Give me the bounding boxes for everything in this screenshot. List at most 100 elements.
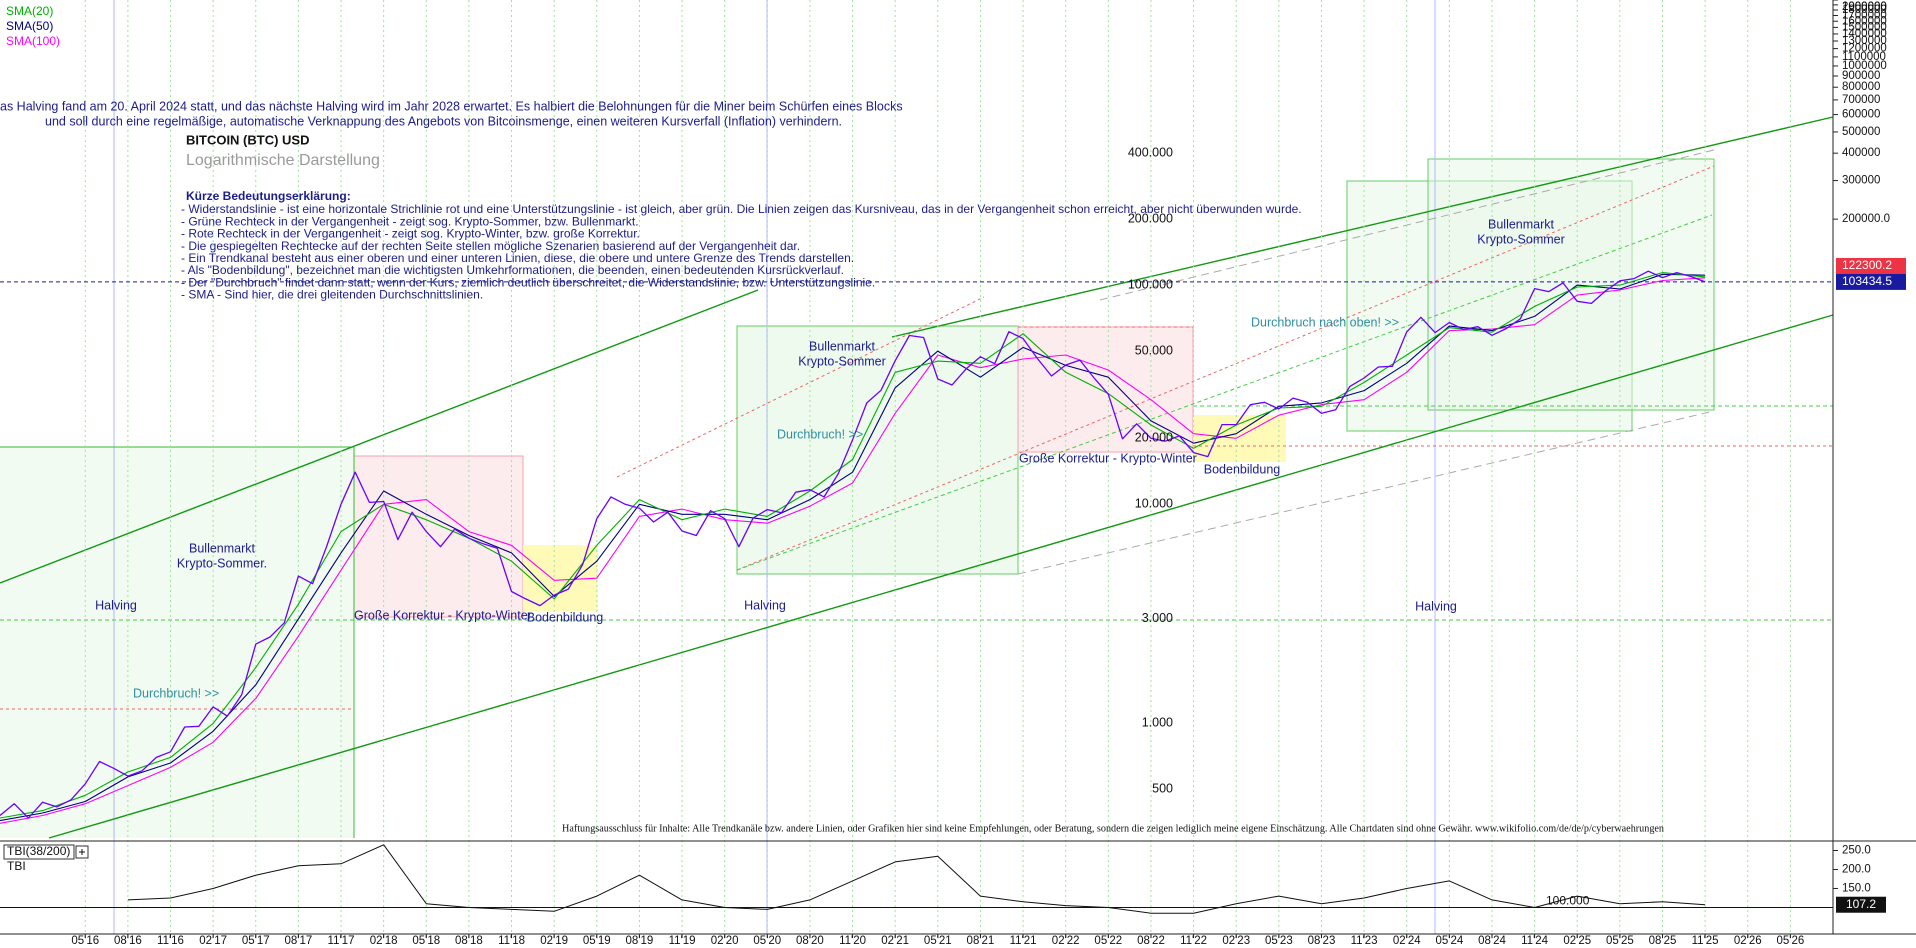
x-tick-label: 08'18: [455, 935, 483, 947]
x-tick-label: 02'21: [881, 935, 909, 947]
y-tick-label: 1600000: [1842, 15, 1887, 27]
bottom-rect: [1193, 415, 1286, 462]
y-tick-label: 500000: [1842, 126, 1880, 138]
indicator-title: TBI(38/200): [7, 844, 70, 858]
level-label: 1.000: [1142, 716, 1173, 730]
y-tick-label: 600000: [1842, 109, 1880, 121]
note-line: - Grüne Rechteck in der Vergangenheit - …: [181, 214, 639, 228]
bear-rect: [353, 455, 524, 618]
y-tick-label: 1800000: [1842, 4, 1887, 16]
x-tick-label: 08'19: [626, 935, 654, 947]
x-tick-label: 02'19: [540, 935, 568, 947]
annotation: Große Korrektur - Krypto-Winter: [1019, 451, 1197, 465]
y-tick-label: 900000: [1842, 70, 1880, 82]
x-tick-label: 05'21: [924, 935, 952, 947]
annotation: Große Korrektur - Krypto-Winter: [354, 608, 532, 622]
x-tick-label: 11'20: [839, 935, 866, 947]
level-label: 500: [1152, 782, 1173, 796]
chart-title: BITCOIN (BTC) USD: [186, 132, 310, 147]
y-tick-label: 1200000: [1842, 43, 1887, 55]
y-tick-label: 1400000: [1842, 28, 1887, 40]
annotation: Durchbruch! >>: [133, 686, 219, 700]
x-tick-label: 08'17: [285, 935, 313, 947]
level-label: 100.000: [1546, 894, 1590, 908]
x-tick-label: 08'21: [967, 935, 995, 947]
chart-subtitle: Logarithmische Darstellung: [186, 152, 380, 169]
level-label: 400.000: [1128, 145, 1173, 159]
note-line: - Als "Bodenbildung", bezeichnet man die…: [181, 263, 844, 277]
series-line: [0, 277, 1706, 824]
series-line: [0, 273, 1706, 822]
annotation: Durchbruch nach oben! >>: [1251, 315, 1399, 329]
x-tick-label: 02'18: [370, 935, 398, 947]
y-tick-label: 1500000: [1842, 21, 1887, 33]
x-tick-label: 11'16: [157, 935, 184, 947]
note-line: - Die gespiegelten Rechtecke auf der rec…: [181, 239, 800, 253]
bull-rect: [736, 325, 1019, 575]
y-tick-label: 800000: [1842, 81, 1880, 93]
x-tick-label: 11'24: [1521, 935, 1549, 947]
y-tick-label: 1900000: [1842, 1, 1887, 13]
x-tick-label: 02'23: [1222, 935, 1250, 947]
note-line: - SMA - Sind hier, die drei gleitenden D…: [181, 288, 483, 302]
value-tag-label: 107.2: [1846, 897, 1876, 911]
notes-title: Kürze Bedeutungserklärung:: [186, 189, 351, 203]
bull-zone: [0, 447, 354, 838]
legend-entry: SMA(20): [6, 4, 53, 18]
series: [0, 270, 1833, 914]
x-tick-label: 05'18: [412, 935, 440, 947]
scenario-line: [736, 214, 1713, 571]
labels: SMA(20) SMA(50) SMA(100) as Halving fand…: [0, 4, 1664, 907]
y-tick-label: 2000000: [1842, 1, 1887, 13]
price-tag-label: 103434.5: [1842, 274, 1892, 288]
x-tick-label: 11'21: [1010, 935, 1037, 947]
indicator-label-box: [3, 844, 75, 860]
x-tick-label: 08'24: [1478, 935, 1506, 947]
note-line: - Rote Rechteck in der Vergangenheit - z…: [181, 227, 640, 241]
x-tick-label: 05'17: [242, 935, 270, 947]
bottom-rect: [523, 545, 598, 611]
y-tick-label: 200000.0: [1842, 213, 1890, 225]
level-label: 50.000: [1135, 343, 1173, 357]
x-tick-label: 02'26: [1734, 935, 1762, 947]
indicator-label: TBI: [7, 859, 26, 873]
add-icon: [79, 849, 85, 855]
drawings: [0, 0, 1834, 934]
level-label: 200.000: [1128, 211, 1173, 225]
x-tick-label: 11'18: [498, 935, 525, 947]
y-tick-label: 300000: [1842, 175, 1880, 187]
x-tick-label: 05'22: [1094, 935, 1122, 947]
x-tick-label: 02'22: [1052, 935, 1080, 947]
annotation: Bullenmarkt: [189, 541, 256, 555]
axis-background: [1834, 0, 1916, 948]
level-label: 20.000: [1135, 431, 1173, 445]
disclaimer: Haftungsausschluss für Inhalte: Alle Tre…: [562, 823, 1664, 834]
y-tick-label: 250.0: [1842, 845, 1871, 857]
annotation: Bullenmarkt: [809, 339, 876, 353]
bull-rect: [1427, 158, 1715, 411]
scenario-line: [1017, 410, 1715, 575]
annotation: Bullenmarkt: [1488, 217, 1555, 231]
bear-rect: [1017, 326, 1194, 453]
note-line: - Ein Trendkanal besteht aus einer obere…: [181, 251, 854, 265]
x-tick-label: 02'25: [1563, 935, 1591, 947]
scenario-line: [616, 296, 985, 478]
x-tick-label: 05'16: [71, 935, 99, 947]
series-line: [0, 272, 1706, 819]
annotation: Krypto-Sommer: [798, 354, 886, 368]
x-tick-label: 05'20: [753, 935, 781, 947]
x-tick-label: 02'20: [711, 935, 739, 947]
x-tick-label: 05'26: [1776, 935, 1804, 947]
header-text: as Halving fand am 20. April 2024 statt,…: [0, 99, 903, 113]
y-tick-label: 1700000: [1842, 9, 1887, 21]
y-tick-label: 700000: [1842, 94, 1880, 106]
x-tick-label: 02'24: [1393, 935, 1421, 947]
y-tick-label: 150.0: [1842, 882, 1871, 894]
trend-channel: [0, 289, 759, 584]
x-tick-label: 08'23: [1308, 935, 1336, 947]
y-tick-label: 1000000: [1842, 60, 1887, 72]
series-line: [0, 270, 1706, 819]
y-tick-label: 1300000: [1842, 35, 1887, 47]
